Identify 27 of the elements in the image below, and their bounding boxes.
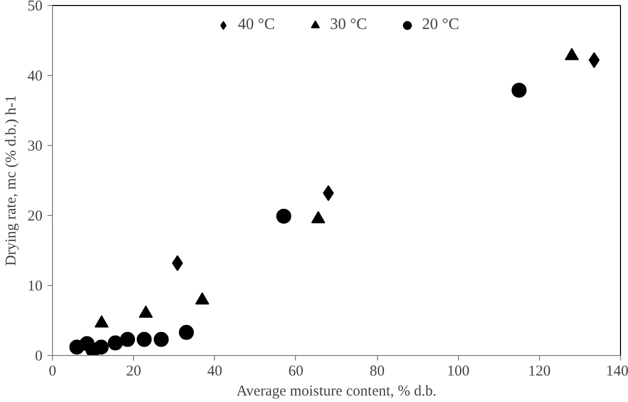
y-tick-label: 0 (35, 348, 42, 364)
x-tick-label: 0 (48, 364, 56, 380)
x-tick-label: 60 (288, 364, 304, 380)
x-tick-label: 100 (446, 364, 470, 380)
point (276, 208, 292, 224)
y-tick-label: 30 (28, 138, 42, 154)
legend-label: 40 °C (238, 16, 275, 34)
y-axis-title: Drying rate, mc (% d.b.) h-1 (4, 95, 20, 266)
point (120, 332, 136, 347)
y-tick-label: 10 (28, 278, 42, 294)
legend-label: 30 °C (330, 16, 368, 34)
x-tick-label: 20 (126, 364, 142, 380)
y-tick-label: 20 (28, 208, 42, 224)
x-tick-label: 40 (207, 364, 222, 380)
y-tick-label: 40 (28, 68, 42, 84)
point (178, 324, 194, 340)
x-tick-label: 80 (370, 364, 385, 380)
point (69, 340, 84, 355)
point (136, 332, 152, 347)
x-tick-label: 140 (606, 364, 628, 380)
legend-label: 20 °C (422, 16, 460, 34)
point (108, 335, 123, 350)
y-tick-label: 50 (28, 0, 42, 14)
point (154, 332, 169, 347)
x-axis-title: Average moisture content, % d.b. (236, 384, 437, 400)
x-tick-label: 120 (528, 364, 551, 380)
point (512, 82, 527, 98)
